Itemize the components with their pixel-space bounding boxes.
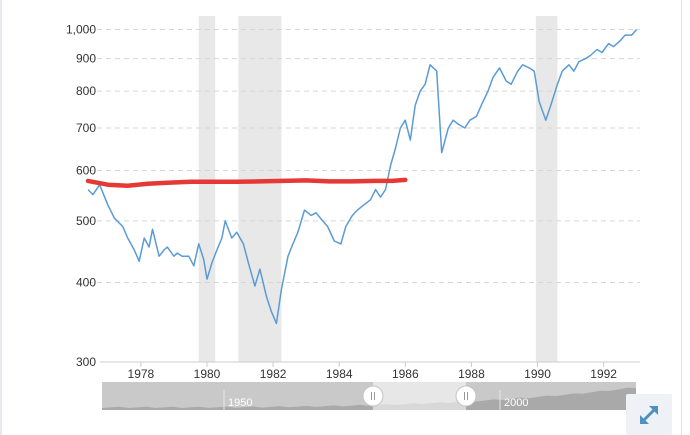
y-axis: 300 400 500 600 700 800 900 1,000	[66, 22, 96, 369]
x-tick-label: 1986	[392, 367, 419, 381]
navigator-selection[interactable]	[373, 382, 466, 410]
y-tick-label: 400	[76, 276, 96, 290]
y-tick-label: 500	[76, 214, 96, 228]
annotation-line-1	[85, 177, 408, 188]
series-line-1	[87, 29, 638, 325]
navigator-series	[102, 387, 636, 410]
recession-bands	[198, 16, 558, 362]
fullscreen-button[interactable]	[626, 394, 672, 435]
navigator-label: 1950	[228, 397, 252, 409]
y-tick-label: 1,000	[66, 22, 96, 36]
recession-band-3	[535, 16, 558, 362]
x-tick-label: 1988	[458, 367, 485, 381]
x-axis: 1978 1980 1982 1984 1986 1988 1990 1992	[128, 362, 617, 381]
annotation-layer	[85, 177, 408, 188]
x-tick-label: 1978	[128, 367, 155, 381]
left-border	[0, 0, 2, 435]
navigator-label: 2000	[504, 397, 528, 409]
x-tick-label: 1992	[590, 367, 617, 381]
range-navigator[interactable]: 1950 2000	[102, 382, 636, 410]
x-tick-label: 1982	[260, 367, 287, 381]
y-tick-label: 300	[76, 355, 96, 369]
y-tick-label: 700	[76, 121, 96, 135]
x-tick-label: 1984	[326, 367, 353, 381]
grid	[88, 28, 640, 363]
right-border	[681, 0, 682, 435]
series-layer	[87, 29, 638, 325]
expand-arrows-icon	[640, 405, 658, 424]
y-tick-label: 800	[76, 84, 96, 98]
x-tick-label: 1980	[194, 367, 221, 381]
recession-band-2	[238, 16, 282, 362]
x-tick-label: 1990	[524, 367, 551, 381]
y-tick-label: 900	[76, 52, 96, 66]
y-tick-label: 600	[76, 164, 96, 178]
navigator-left-handle[interactable]	[362, 385, 384, 407]
recession-band-1	[198, 16, 216, 362]
navigator-right-handle[interactable]	[455, 385, 477, 407]
